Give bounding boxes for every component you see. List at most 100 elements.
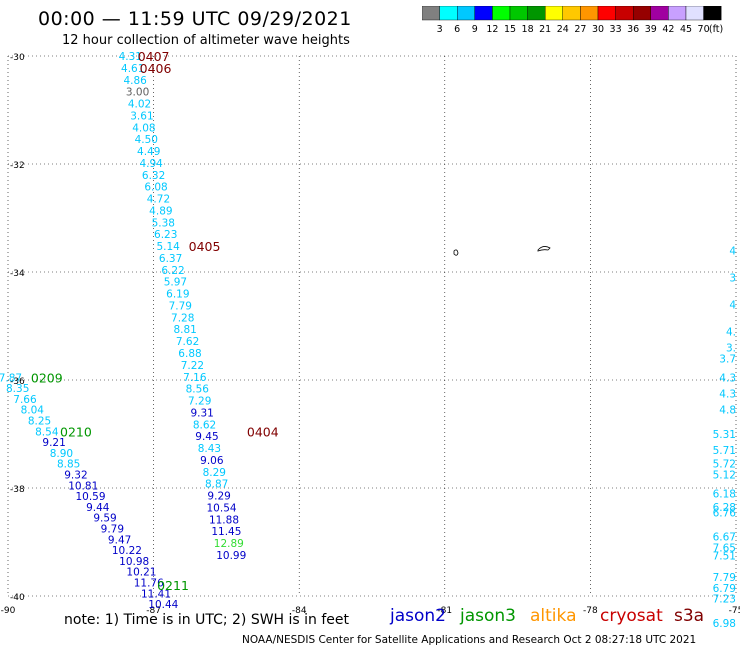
scale-label: 70 [698, 24, 710, 35]
wave-height-value: 8.35 [6, 383, 29, 395]
wave-height-value: 4.50 [135, 134, 158, 146]
wave-height-value: 9.06 [200, 455, 224, 467]
wave-height-value: 9.44 [86, 502, 110, 514]
wave-height-value: 4.49 [137, 146, 160, 158]
wave-height-value: 4.02 [128, 99, 151, 111]
wave-height-value: 4.94 [139, 158, 163, 170]
wave-height-value: 3.7 [719, 353, 736, 365]
x-tick-label: -90 [1, 606, 16, 616]
wave-height-value: 6.28 [713, 502, 736, 514]
wave-height-value: 4.89 [149, 205, 172, 217]
wave-height-value: 6.37 [159, 253, 182, 265]
wave-height-value: 8.56 [186, 384, 210, 396]
wave-height-value: 8.29 [203, 467, 226, 479]
x-tick-label: -81 [437, 606, 452, 616]
scale-label: 15 [504, 24, 516, 35]
scale-label: 39 [645, 24, 657, 35]
wave-height-value: 6.32 [142, 170, 165, 182]
wave-height-value: 10.44 [148, 599, 178, 611]
wave-height-value: 7.28 [171, 312, 194, 324]
scale-label: 9 [472, 24, 478, 35]
wave-height-value: 6.19 [166, 289, 189, 301]
wave-height-value: 6.88 [178, 348, 201, 360]
wave-height-value: 7.62 [176, 336, 199, 348]
island-outline [537, 246, 551, 252]
wave-height-value: 6.67 [713, 532, 736, 544]
y-tick-label: -30 [10, 53, 25, 63]
wave-height-value: 11.45 [211, 526, 241, 538]
wave-height-value: 7.23 [713, 594, 736, 606]
wave-height-value: 6.23 [154, 229, 177, 241]
wave-height-value: 9.31 [190, 407, 213, 419]
wave-height-value: 9.32 [64, 470, 87, 482]
wave-height-value: 6.08 [144, 182, 167, 194]
wave-height-value: 10.81 [68, 480, 98, 492]
time-label: 0210 [60, 424, 92, 439]
wave-height-value: 7.16 [183, 372, 207, 384]
wave-height-value: 7.65 [713, 542, 736, 554]
wave-height-value: 7.79 [713, 572, 736, 584]
wave-height-value: 9.79 [101, 524, 124, 536]
wave-height-value: 4 [729, 245, 736, 257]
wave-height-value: 9.29 [207, 491, 230, 503]
wave-height-value: 3.61 [130, 110, 153, 122]
wave-height-value: 6.76 [713, 507, 737, 519]
wave-height-value: 4.31 [119, 51, 142, 63]
time-label: 0406 [140, 61, 172, 76]
wave-height-value: 5.12 [713, 470, 736, 482]
y-tick-label: -34 [10, 269, 25, 279]
time-label: 0404 [247, 424, 279, 439]
wave-height-value: 3. [726, 343, 736, 355]
wave-height-value: 12.89 [214, 538, 244, 550]
wave-height-value: 8.87 [205, 479, 228, 491]
wave-height-value: 4 [729, 299, 736, 311]
wave-height-value: 6.18 [713, 488, 736, 500]
wave-height-value: 4.72 [147, 194, 170, 206]
wave-height-value: 9.45 [195, 431, 218, 443]
wave-height-value: 8.25 [28, 416, 51, 428]
wave-height-value: 10.21 [126, 567, 156, 579]
time-label: 0209 [31, 370, 63, 385]
scale-label: 33 [610, 24, 622, 35]
color-scale-legend: 3 6 9 12 15 18 21 24 27 30 33 36 39 42 45 70 (ft) [422, 6, 723, 35]
scale-label: 36 [627, 24, 639, 35]
wave-height-value: 8.90 [50, 448, 73, 460]
wave-height-value: 6.22 [161, 265, 184, 277]
wave-height-value: 8.43 [198, 443, 221, 455]
x-tick-label: -78 [583, 606, 598, 616]
scale-label: 21 [539, 24, 551, 35]
wave-height-value: 7.22 [181, 360, 204, 372]
scale-label: 42 [662, 24, 674, 35]
wave-height-value: 11.41 [141, 588, 171, 600]
wave-height-value: 9.59 [93, 513, 116, 525]
time-label: 0211 [157, 578, 189, 593]
time-label: 0405 [189, 239, 221, 254]
satellite-jason3-label: jason3 [460, 606, 516, 626]
wave-height-value: 8.62 [193, 419, 216, 431]
wave-height-value: 4.3 [719, 389, 736, 401]
satellite-altika-label: altika [530, 606, 577, 626]
wave-height-value: 8.04 [21, 405, 45, 417]
wave-height-value: 7.51 [713, 551, 736, 563]
scale-unit: (ft) [709, 24, 723, 35]
x-tick-label: -84 [292, 606, 307, 616]
scale-label: 30 [592, 24, 604, 35]
wave-height-value: 7.66 [13, 394, 37, 406]
scale-label: 12 [486, 24, 498, 35]
x-tick-label: -75 [729, 606, 740, 616]
wave-height-value: 5.71 [713, 445, 736, 457]
wave-height-value: 9.47 [108, 534, 131, 546]
y-tick-label: -32 [10, 161, 25, 171]
wave-height-value: 8.85 [57, 459, 80, 471]
island-outline [453, 249, 459, 256]
wave-height-value: 6.79 [713, 583, 736, 595]
wave-height-value: 10.98 [119, 556, 149, 568]
chart-title: 00:00 — 11:59 UTC 09/29/2021 [38, 8, 352, 30]
wave-height-value: 3.00 [126, 87, 149, 99]
wave-height-value: 10.54 [207, 502, 237, 514]
wave-height-value: 5.31 [713, 429, 736, 441]
wave-height-value: 5.38 [152, 217, 175, 229]
wave-height-value: 11.88 [209, 514, 239, 526]
scale-label: 6 [454, 24, 460, 35]
